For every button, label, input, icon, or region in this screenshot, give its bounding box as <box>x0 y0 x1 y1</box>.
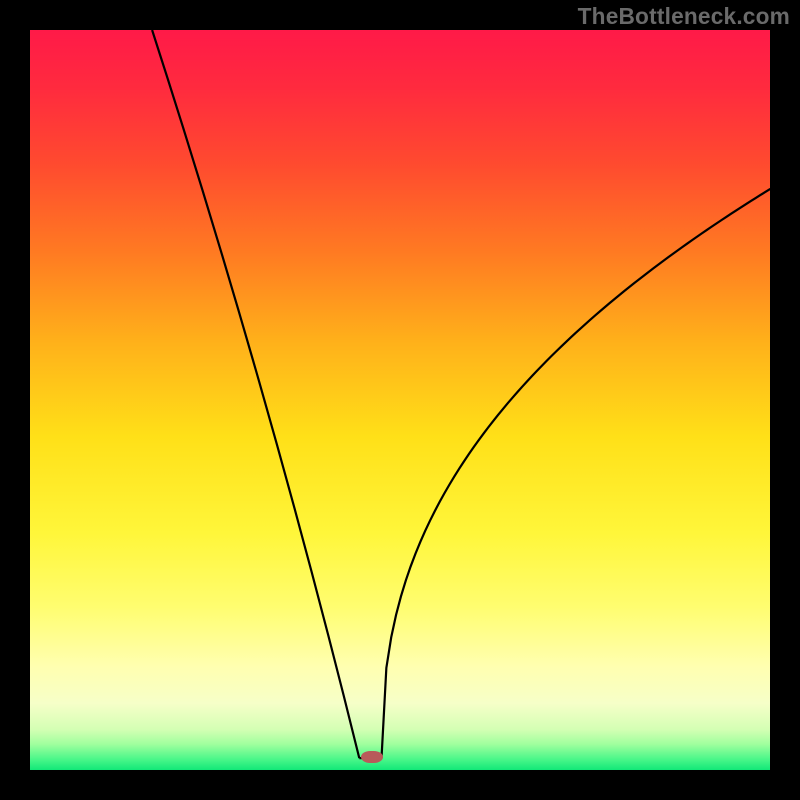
chart-container: TheBottleneck.com <box>0 0 800 800</box>
watermark-text: TheBottleneck.com <box>578 3 790 30</box>
bottleneck-curve <box>30 30 770 770</box>
plot-area <box>30 30 770 770</box>
optimum-marker <box>361 751 383 763</box>
